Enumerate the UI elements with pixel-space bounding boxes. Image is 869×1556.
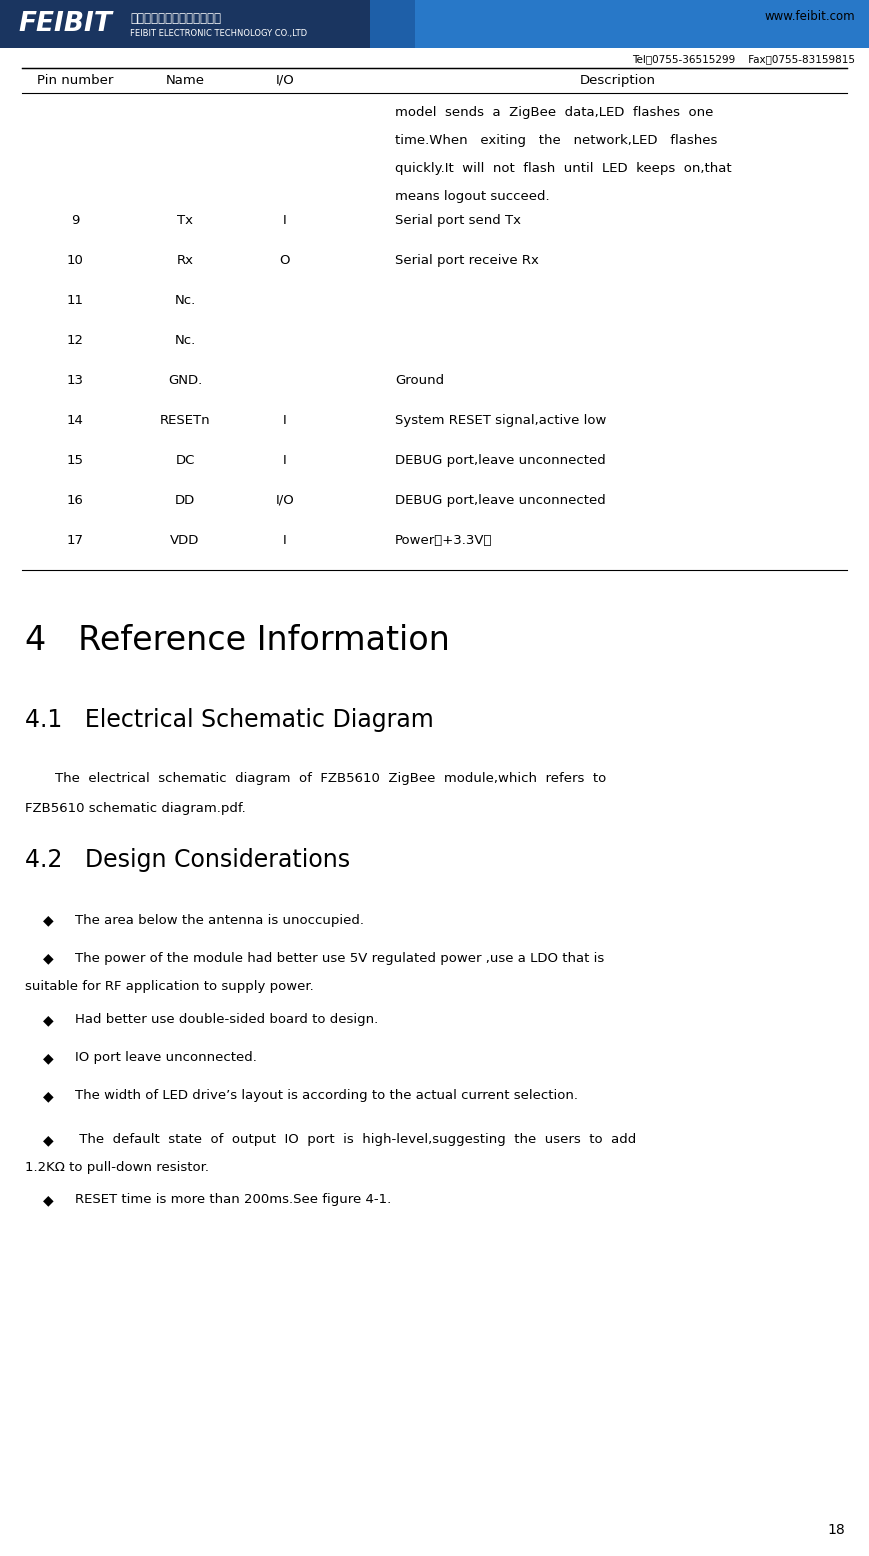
Bar — [430, 48, 869, 68]
Text: RESET time is more than 200ms.See figure 4-1.: RESET time is more than 200ms.See figure… — [75, 1193, 391, 1206]
Bar — [0, 0, 370, 48]
Bar — [415, 0, 869, 48]
Text: I: I — [283, 414, 287, 426]
Text: model  sends  a  ZigBee  data,LED  flashes  one: model sends a ZigBee data,LED flashes on… — [395, 106, 713, 118]
Text: ◆: ◆ — [43, 1050, 53, 1064]
Text: ◆: ◆ — [43, 1089, 53, 1103]
Text: Pin number: Pin number — [36, 73, 113, 87]
Text: O: O — [280, 254, 290, 266]
Text: FEIBIT: FEIBIT — [18, 11, 112, 37]
Text: Description: Description — [580, 73, 655, 87]
Text: The  default  state  of  output  IO  port  is  high-level,suggesting  the  users: The default state of output IO port is h… — [75, 1133, 636, 1147]
Text: I/O: I/O — [275, 493, 295, 507]
Text: 10: 10 — [67, 254, 83, 266]
Text: Serial port receive Rx: Serial port receive Rx — [395, 254, 539, 266]
Polygon shape — [370, 0, 500, 48]
Text: Ground: Ground — [395, 373, 444, 386]
Text: means logout succeed.: means logout succeed. — [395, 190, 549, 202]
Text: 13: 13 — [67, 373, 83, 386]
Text: 18: 18 — [827, 1523, 845, 1537]
Text: 4.2   Design Considerations: 4.2 Design Considerations — [25, 848, 350, 871]
Text: DEBUG port,leave unconnected: DEBUG port,leave unconnected — [395, 453, 606, 467]
Text: quickly.It  will  not  flash  until  LED  keeps  on,that: quickly.It will not flash until LED keep… — [395, 162, 732, 174]
Text: Tx: Tx — [177, 213, 193, 227]
Text: 深圳市飞比电子科技有限公司: 深圳市飞比电子科技有限公司 — [130, 11, 221, 25]
Text: DD: DD — [175, 493, 196, 507]
Text: I/O: I/O — [275, 73, 295, 87]
Text: Tel：0755-36515299    Fax：0755-83159815: Tel：0755-36515299 Fax：0755-83159815 — [632, 54, 855, 64]
Text: 14: 14 — [67, 414, 83, 426]
Text: I: I — [283, 213, 287, 227]
Text: 17: 17 — [67, 534, 83, 546]
Text: 9: 9 — [70, 213, 79, 227]
Text: ◆: ◆ — [43, 1013, 53, 1027]
Text: ◆: ◆ — [43, 913, 53, 927]
Text: time.When   exiting   the   network,LED   flashes: time.When exiting the network,LED flashe… — [395, 134, 718, 146]
Text: The width of LED drive’s layout is according to the actual current selection.: The width of LED drive’s layout is accor… — [75, 1089, 578, 1103]
Text: DC: DC — [176, 453, 195, 467]
Text: 4.1   Electrical Schematic Diagram: 4.1 Electrical Schematic Diagram — [25, 708, 434, 731]
Text: 12: 12 — [67, 333, 83, 347]
Text: ◆: ◆ — [43, 1193, 53, 1207]
Text: 11: 11 — [67, 294, 83, 307]
Text: FZB5610 schematic diagram.pdf.: FZB5610 schematic diagram.pdf. — [25, 801, 246, 814]
Text: I: I — [283, 534, 287, 546]
Text: The  electrical  schematic  diagram  of  FZB5610  ZigBee  module,which  refers  : The electrical schematic diagram of FZB5… — [55, 772, 607, 784]
Text: GND.: GND. — [168, 373, 202, 386]
Text: Name: Name — [165, 73, 204, 87]
Text: ◆: ◆ — [43, 951, 53, 965]
Text: 16: 16 — [67, 493, 83, 507]
Text: www.feibit.com: www.feibit.com — [765, 9, 855, 22]
Text: suitable for RF application to supply power.: suitable for RF application to supply po… — [25, 979, 314, 993]
Text: System RESET signal,active low: System RESET signal,active low — [395, 414, 607, 426]
Text: Nc.: Nc. — [175, 294, 196, 307]
Text: 1.2KΩ to pull-down resistor.: 1.2KΩ to pull-down resistor. — [25, 1161, 209, 1175]
Text: RESETn: RESETn — [160, 414, 210, 426]
Text: 15: 15 — [67, 453, 83, 467]
Text: FEIBIT ELECTRONIC TECHNOLOGY CO.,LTD: FEIBIT ELECTRONIC TECHNOLOGY CO.,LTD — [130, 28, 307, 37]
Text: Serial port send Tx: Serial port send Tx — [395, 213, 521, 227]
Text: ◆: ◆ — [43, 1133, 53, 1147]
Text: Power（+3.3V）: Power（+3.3V） — [395, 534, 493, 546]
Text: I: I — [283, 453, 287, 467]
Text: IO port leave unconnected.: IO port leave unconnected. — [75, 1052, 257, 1064]
Text: The area below the antenna is unoccupied.: The area below the antenna is unoccupied… — [75, 913, 364, 926]
Text: DEBUG port,leave unconnected: DEBUG port,leave unconnected — [395, 493, 606, 507]
Text: The power of the module had better use 5V regulated power ,use a LDO that is: The power of the module had better use 5… — [75, 952, 604, 965]
Text: Had better use double-sided board to design.: Had better use double-sided board to des… — [75, 1013, 378, 1027]
Text: VDD: VDD — [170, 534, 200, 546]
Text: Rx: Rx — [176, 254, 194, 266]
Text: Nc.: Nc. — [175, 333, 196, 347]
Text: 4   Reference Information: 4 Reference Information — [25, 624, 450, 657]
